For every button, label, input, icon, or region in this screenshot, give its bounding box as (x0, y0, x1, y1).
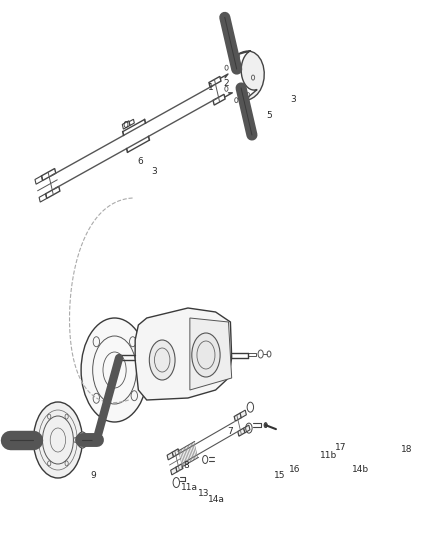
Text: 11a: 11a (181, 482, 198, 491)
Text: 1: 1 (208, 83, 213, 92)
Text: 3: 3 (290, 95, 296, 104)
Circle shape (33, 402, 82, 478)
Text: 2: 2 (224, 78, 230, 87)
Text: 17: 17 (335, 443, 346, 453)
Text: 5: 5 (266, 110, 272, 119)
Circle shape (264, 423, 267, 427)
Polygon shape (176, 464, 183, 472)
Text: 11b: 11b (320, 450, 337, 459)
Polygon shape (240, 410, 247, 418)
Polygon shape (171, 467, 177, 475)
Text: 16: 16 (289, 465, 300, 474)
Polygon shape (167, 453, 173, 460)
Text: 14a: 14a (208, 496, 225, 505)
Circle shape (77, 432, 88, 448)
Polygon shape (190, 318, 232, 390)
Circle shape (192, 333, 220, 377)
Polygon shape (235, 51, 264, 102)
Polygon shape (234, 413, 241, 421)
Text: 8: 8 (184, 461, 190, 470)
Text: 7: 7 (227, 427, 233, 437)
Text: 15: 15 (274, 471, 286, 480)
Text: 13: 13 (198, 489, 210, 497)
Circle shape (81, 318, 148, 422)
Text: 3: 3 (152, 167, 157, 176)
Polygon shape (244, 425, 250, 433)
Polygon shape (172, 449, 179, 457)
Polygon shape (238, 428, 245, 436)
Text: 18: 18 (401, 446, 413, 455)
Circle shape (149, 340, 175, 380)
Text: 6: 6 (138, 157, 143, 166)
Polygon shape (135, 308, 232, 400)
Text: 9: 9 (91, 472, 96, 481)
Text: 14b: 14b (352, 465, 369, 474)
